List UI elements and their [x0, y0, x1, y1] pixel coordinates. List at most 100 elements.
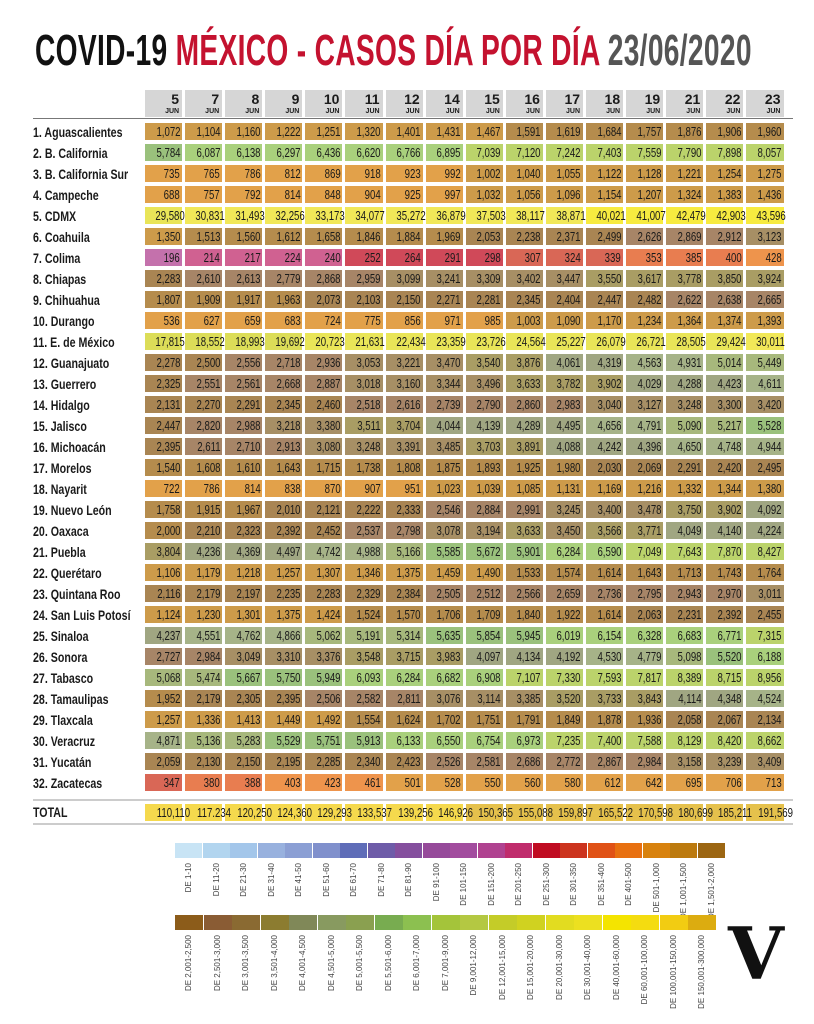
cell-value: 2,179: [196, 586, 221, 601]
column-day: 23: [764, 91, 781, 107]
data-cell: 1,124: [145, 606, 183, 623]
legend-swatch: [602, 915, 631, 930]
data-cell: 7,315: [746, 627, 784, 644]
cell-value: 2,887: [316, 376, 341, 391]
cell-value: 2,291: [236, 397, 261, 412]
data-cell: 1,344: [706, 480, 744, 497]
data-cell: 170,598: [626, 803, 673, 821]
data-cell: 37,503: [465, 207, 506, 224]
data-cell: 1,684: [586, 123, 624, 140]
cell-value: 2,150: [396, 292, 421, 307]
cell-value: 2,984: [196, 649, 221, 664]
legend-item: DE 3,001-3,500: [232, 915, 260, 991]
data-cell: 2,000: [145, 522, 183, 539]
data-cell: 2,867: [586, 753, 624, 770]
cell-value: 31,493: [235, 208, 265, 223]
data-cell: 2,103: [345, 291, 383, 308]
data-cell: 8,715: [706, 669, 744, 686]
cell-value: 6,297: [276, 145, 301, 160]
cell-value: 3,409: [757, 754, 782, 769]
cell-value: 1,374: [717, 313, 742, 328]
cell-value: 4,762: [236, 628, 261, 643]
data-cell: 26,721: [626, 333, 666, 350]
cell-value: 612: [605, 775, 622, 790]
cell-value: 7,107: [516, 670, 541, 685]
data-cell: 2,610: [185, 270, 223, 287]
table-row: 21. Puebla 3,804 4,236 4,369 4,497 4,742 4,988…: [33, 541, 793, 562]
cell-value: 2,222: [356, 502, 381, 517]
data-cell: 6,754: [465, 732, 503, 749]
table-row: 24. San Luis Potosí 1,124 1,230 1,301 1,375 1…: [33, 604, 793, 625]
data-cell: 36,879: [425, 207, 465, 224]
state-name: TOTAL: [33, 804, 68, 820]
cell-value: 4,871: [156, 733, 181, 748]
data-cell: 722: [145, 480, 183, 497]
data-cell: 1,364: [666, 312, 704, 329]
cell-value: 6,138: [236, 145, 261, 160]
legend-swatch: [488, 915, 517, 930]
cell-value: 1,131: [556, 481, 582, 496]
data-cell: 3,241: [425, 270, 463, 287]
data-cell: 4,530: [586, 648, 624, 665]
cell-value: 385: [685, 250, 702, 265]
legend-swatch: [340, 843, 367, 858]
data-cell: 1,040: [505, 165, 543, 182]
data-cell: 1,715: [305, 459, 343, 476]
cell-value: 2,884: [476, 502, 501, 517]
data-cell: 3,876: [505, 354, 543, 371]
cell-value: 4,289: [516, 418, 541, 433]
cell-value: 2,238: [516, 229, 541, 244]
data-cell: 3,400: [586, 501, 624, 518]
cell-value: 26,721: [636, 334, 666, 349]
data-cell: 1,307: [305, 564, 343, 581]
data-cell: 8,420: [706, 732, 744, 749]
data-cell: 400: [706, 249, 744, 266]
cell-value: 706: [725, 775, 742, 790]
legend-label: DE 100,001-150,000: [668, 935, 678, 1009]
data-cell: 5,090: [666, 417, 704, 434]
cell-value: 1,424: [316, 607, 341, 622]
cell-value: 536: [164, 313, 181, 328]
cell-value: 1,610: [236, 460, 261, 475]
table-row: 12. Guanajuato 2,278 2,500 2,556 2,718 2,936 3…: [33, 352, 793, 373]
data-cell: 1,254: [706, 165, 744, 182]
table-row: 4. Campeche 688 757 792 814 848 904 925 997 1,032…: [33, 184, 793, 205]
data-cell: 307: [505, 249, 543, 266]
legend-label: DE 4,001-4,500: [298, 935, 307, 992]
data-cell: 1,846: [345, 228, 383, 245]
column-day: 15: [484, 91, 500, 107]
cell-value: 28,505: [676, 334, 706, 349]
data-cell: 7,817: [626, 669, 664, 686]
data-cell: 41,007: [626, 207, 666, 224]
cell-value: 7,559: [637, 145, 662, 160]
cell-value: 1,906: [717, 124, 742, 139]
data-cell: 4,140: [706, 522, 744, 539]
cell-value: 2,195: [276, 754, 301, 769]
cell-value: 298: [484, 250, 501, 265]
data-cell: 1,969: [425, 228, 463, 245]
column-month: JUN: [445, 108, 460, 115]
data-cell: 6,620: [345, 144, 383, 161]
data-cell: 2,727: [145, 648, 183, 665]
data-cell: 5,751: [305, 732, 343, 749]
cell-value: 3,018: [356, 376, 381, 391]
legend-swatch: [346, 915, 374, 930]
legend-label: DE 1,001-1,500: [679, 863, 688, 920]
data-cell: 2,790: [465, 396, 503, 413]
data-cell: 2,197: [225, 585, 263, 602]
legend-item: DE 20,001-30,000: [545, 915, 574, 1000]
cell-value: 240: [324, 250, 341, 265]
data-cell: 5,474: [185, 669, 223, 686]
cell-value: 2,392: [276, 523, 301, 538]
cell-value: 2,811: [397, 691, 421, 706]
cell-value: 3,550: [597, 271, 622, 286]
state-name: 6. Coahuila: [33, 228, 90, 245]
data-cell: 3,902: [586, 375, 624, 392]
state-name: 30. Veracruz: [33, 732, 96, 749]
data-cell: 5,449: [746, 354, 784, 371]
data-cell: 1,154: [586, 186, 624, 203]
cell-value: 307: [524, 250, 541, 265]
data-cell: 1,055: [545, 165, 584, 182]
cell-value: 1,791: [516, 712, 541, 727]
cell-value: 4,497: [276, 544, 301, 559]
